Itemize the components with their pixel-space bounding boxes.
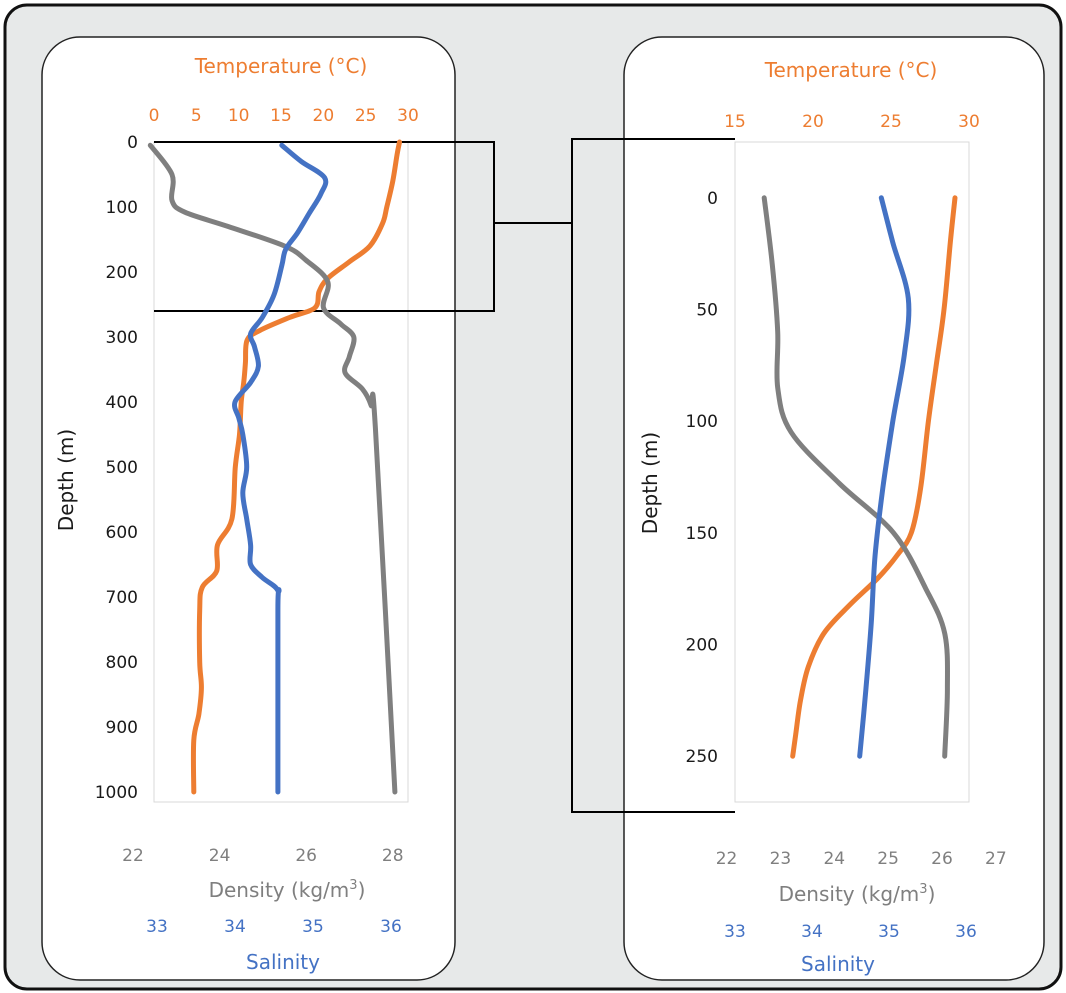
left-density-tick-0: 22 bbox=[122, 846, 144, 866]
right-depth-tick-1: 50 bbox=[696, 301, 718, 321]
left-panel bbox=[41, 36, 456, 981]
left-depth-tick-6: 600 bbox=[106, 523, 138, 543]
right-salinity-tick-3: 36 bbox=[955, 922, 977, 942]
right-plot-frame bbox=[734, 141, 970, 803]
right-temperature-tick-0: 15 bbox=[724, 112, 746, 132]
left-salinity-tick-3: 36 bbox=[380, 917, 402, 937]
left-depth-tick-7: 700 bbox=[106, 588, 138, 608]
left-temperature-profile-line bbox=[190, 139, 402, 795]
left-density-tick-3: 28 bbox=[382, 846, 404, 866]
right-salinity-tick-1: 34 bbox=[801, 922, 823, 942]
left-temperature-tick-5: 25 bbox=[355, 106, 377, 126]
right-density-tick-2: 24 bbox=[823, 849, 845, 869]
right-density-profile-line bbox=[761, 195, 950, 759]
left-depth-axis-title: Depth (m) bbox=[54, 429, 78, 531]
right-density-tick-5: 27 bbox=[985, 849, 1007, 869]
left-temperature-tick-1: 5 bbox=[191, 106, 202, 126]
right-depth-tick-3: 150 bbox=[686, 524, 718, 544]
right-density-tick-3: 25 bbox=[877, 849, 899, 869]
left-density-axis-title: Density (kg/m3) bbox=[209, 878, 366, 902]
left-depth-tick-3: 300 bbox=[106, 328, 138, 348]
right-salinity-profile-line bbox=[857, 195, 912, 759]
right-depth-tick-2: 100 bbox=[686, 412, 718, 432]
left-depth-tick-0: 0 bbox=[127, 133, 138, 153]
left-temperature-tick-4: 20 bbox=[313, 106, 335, 126]
left-salinity-profile-line bbox=[232, 142, 329, 795]
left-density-profile-line bbox=[147, 142, 398, 795]
right-depth-axis-title: Depth (m) bbox=[638, 432, 662, 534]
left-depth-tick-2: 200 bbox=[106, 263, 138, 283]
left-depth-tick-10: 1000 bbox=[95, 783, 138, 803]
right-density-tick-1: 23 bbox=[770, 849, 792, 869]
left-depth-tick-9: 900 bbox=[106, 718, 138, 738]
right-density-tick-0: 22 bbox=[716, 849, 738, 869]
right-salinity-tick-2: 35 bbox=[878, 922, 900, 942]
right-panel bbox=[623, 36, 1045, 981]
right-temperature-tick-3: 30 bbox=[958, 112, 980, 132]
right-temperature-profile-line bbox=[790, 195, 958, 759]
right-density-axis-title: Density (kg/m3) bbox=[779, 882, 936, 906]
right-density-tick-4: 26 bbox=[931, 849, 953, 869]
right-depth-tick-5: 250 bbox=[686, 747, 718, 767]
left-depth-tick-5: 500 bbox=[106, 458, 138, 478]
right-temperature-axis-title: Temperature (°C) bbox=[764, 58, 938, 82]
right-depth-tick-0: 0 bbox=[707, 189, 718, 209]
zoom-bracket-right bbox=[571, 138, 735, 813]
left-temperature-tick-3: 15 bbox=[270, 106, 292, 126]
right-chart: 15 20 25 30 0 50 100 150 200 250 22 23 24 25 26 27 33 34 3… bbox=[686, 112, 1007, 942]
left-density-tick-2: 26 bbox=[295, 846, 317, 866]
right-salinity-axis-title: Salinity bbox=[801, 952, 875, 976]
left-depth-tick-8: 800 bbox=[106, 653, 138, 673]
right-salinity-tick-0: 33 bbox=[724, 922, 746, 942]
left-temperature-axis-title: Temperature (°C) bbox=[194, 54, 368, 78]
right-temperature-tick-2: 25 bbox=[880, 112, 902, 132]
left-salinity-tick-0: 33 bbox=[146, 917, 168, 937]
left-salinity-tick-2: 35 bbox=[302, 917, 324, 937]
left-chart: 0 5 10 15 20 25 300100200300400500600700800900… bbox=[95, 106, 419, 937]
left-temperature-tick-0: 0 bbox=[149, 106, 160, 126]
left-salinity-tick-1: 34 bbox=[224, 917, 246, 937]
left-depth-tick-1: 100 bbox=[106, 198, 138, 218]
left-temperature-tick-2: 10 bbox=[228, 106, 250, 126]
left-density-tick-1: 24 bbox=[209, 846, 231, 866]
left-depth-tick-4: 400 bbox=[106, 393, 138, 413]
right-temperature-tick-1: 20 bbox=[802, 112, 824, 132]
right-depth-tick-4: 200 bbox=[686, 636, 718, 656]
left-salinity-axis-title: Salinity bbox=[246, 950, 320, 974]
left-temperature-tick-6: 30 bbox=[397, 106, 419, 126]
